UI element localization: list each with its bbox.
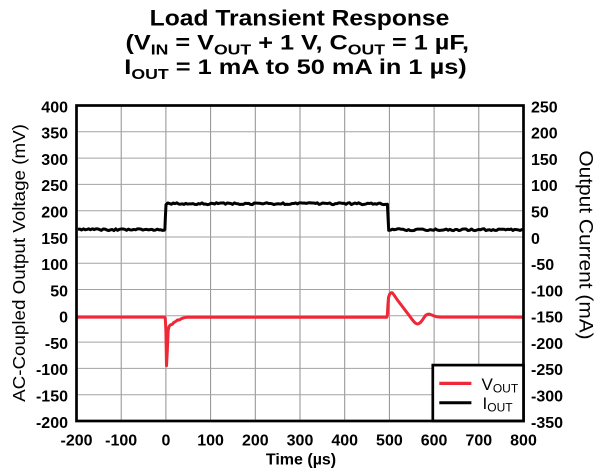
svg-text:100: 100 [197,432,224,449]
svg-text:0: 0 [59,310,68,327]
svg-text:(VIN = VOUT + 1 V, COUT = 1 µF: (VIN = VOUT + 1 V, COUT = 1 µF, [126,30,469,58]
svg-text:600: 600 [421,432,448,449]
svg-text:200: 200 [41,205,68,222]
svg-text:700: 700 [465,432,492,449]
svg-text:-300: -300 [531,389,563,406]
svg-text:-200: -200 [36,415,68,432]
svg-text:-350: -350 [531,415,563,432]
svg-text:-150: -150 [531,310,563,327]
svg-text:300: 300 [287,432,314,449]
svg-text:0: 0 [161,432,170,449]
svg-text:-150: -150 [36,389,68,406]
svg-text:200: 200 [242,432,269,449]
svg-text:800: 800 [510,432,537,449]
svg-text:-100: -100 [36,362,68,379]
svg-text:-200: -200 [60,432,92,449]
svg-text:500: 500 [376,432,403,449]
svg-text:-100: -100 [531,283,563,300]
svg-text:300: 300 [41,152,68,169]
svg-text:Time (µs): Time (µs) [266,452,336,469]
svg-text:250: 250 [41,178,68,195]
svg-text:-250: -250 [531,362,563,379]
svg-text:50: 50 [50,283,68,300]
svg-text:0: 0 [531,231,540,248]
svg-text:-50: -50 [45,336,68,353]
svg-text:350: 350 [41,126,68,143]
svg-text:400: 400 [331,432,358,449]
svg-text:-50: -50 [531,257,554,274]
svg-text:-200: -200 [531,336,563,353]
svg-text:250: 250 [531,99,558,116]
svg-text:AC-Coupled Output Voltage (mV): AC-Coupled Output Voltage (mV) [8,124,29,402]
svg-text:100: 100 [41,257,68,274]
svg-text:400: 400 [41,99,68,116]
svg-text:Load Transient Response: Load Transient Response [150,5,450,30]
svg-text:100: 100 [531,178,558,195]
svg-text:-100: -100 [105,432,137,449]
svg-text:200: 200 [531,126,558,143]
svg-text:50: 50 [531,205,549,222]
svg-text:IOUT = 1 mA to 50 mA in 1 µs): IOUT = 1 mA to 50 mA in 1 µs) [124,55,466,83]
svg-text:Output Current (mA): Output Current (mA) [575,150,596,339]
svg-text:150: 150 [41,231,68,248]
svg-text:150: 150 [531,152,558,169]
